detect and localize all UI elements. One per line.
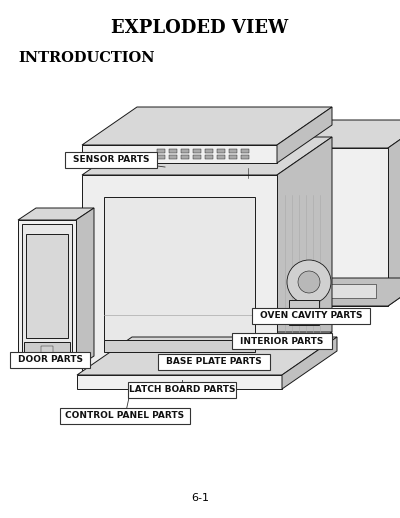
Bar	[229, 149, 237, 153]
Polygon shape	[77, 337, 337, 375]
Text: CONTROL PANEL PARTS: CONTROL PANEL PARTS	[66, 411, 184, 421]
Bar	[241, 149, 249, 153]
Polygon shape	[22, 224, 72, 364]
Bar	[217, 149, 225, 153]
Polygon shape	[82, 332, 332, 370]
FancyBboxPatch shape	[128, 382, 236, 398]
Text: BASE PLATE PARTS: BASE PLATE PARTS	[166, 357, 262, 367]
Polygon shape	[104, 197, 255, 348]
Text: 6-1: 6-1	[191, 493, 209, 503]
Polygon shape	[82, 107, 332, 145]
Bar	[181, 149, 189, 153]
Polygon shape	[277, 137, 332, 370]
FancyBboxPatch shape	[10, 352, 90, 368]
Polygon shape	[252, 284, 376, 298]
Polygon shape	[104, 340, 255, 352]
Polygon shape	[77, 375, 282, 389]
Polygon shape	[289, 300, 319, 325]
Bar	[157, 155, 165, 159]
Polygon shape	[240, 120, 400, 148]
Polygon shape	[76, 208, 94, 368]
Bar	[193, 149, 201, 153]
Text: EXPLODED VIEW: EXPLODED VIEW	[112, 19, 288, 37]
Bar	[181, 155, 189, 159]
FancyBboxPatch shape	[60, 408, 190, 424]
Bar	[157, 149, 165, 153]
Polygon shape	[82, 175, 277, 370]
Polygon shape	[240, 148, 388, 306]
Polygon shape	[82, 145, 277, 163]
Bar	[193, 155, 201, 159]
Text: INTRODUCTION: INTRODUCTION	[18, 51, 155, 65]
Text: INTERIOR PARTS: INTERIOR PARTS	[240, 337, 324, 346]
Polygon shape	[388, 120, 400, 306]
Bar	[169, 149, 177, 153]
Polygon shape	[24, 342, 70, 360]
Polygon shape	[82, 137, 332, 175]
FancyBboxPatch shape	[252, 308, 370, 324]
FancyBboxPatch shape	[232, 333, 332, 349]
Polygon shape	[26, 234, 68, 338]
Circle shape	[287, 260, 331, 304]
Text: SENSOR PARTS: SENSOR PARTS	[73, 155, 149, 165]
Bar	[241, 155, 249, 159]
Bar	[41, 346, 53, 356]
Bar	[205, 149, 213, 153]
Polygon shape	[18, 220, 76, 368]
Bar	[229, 155, 237, 159]
Circle shape	[298, 271, 320, 293]
Text: OVEN CAVITY PARTS: OVEN CAVITY PARTS	[260, 311, 362, 321]
Bar	[217, 155, 225, 159]
Text: LATCH BOARD PARTS: LATCH BOARD PARTS	[129, 385, 235, 395]
FancyBboxPatch shape	[158, 354, 270, 370]
Bar	[205, 155, 213, 159]
Polygon shape	[282, 337, 337, 389]
Bar	[169, 155, 177, 159]
Polygon shape	[277, 107, 332, 163]
Polygon shape	[18, 208, 94, 220]
Text: DOOR PARTS: DOOR PARTS	[18, 355, 82, 365]
Polygon shape	[240, 278, 400, 306]
FancyBboxPatch shape	[65, 152, 157, 168]
